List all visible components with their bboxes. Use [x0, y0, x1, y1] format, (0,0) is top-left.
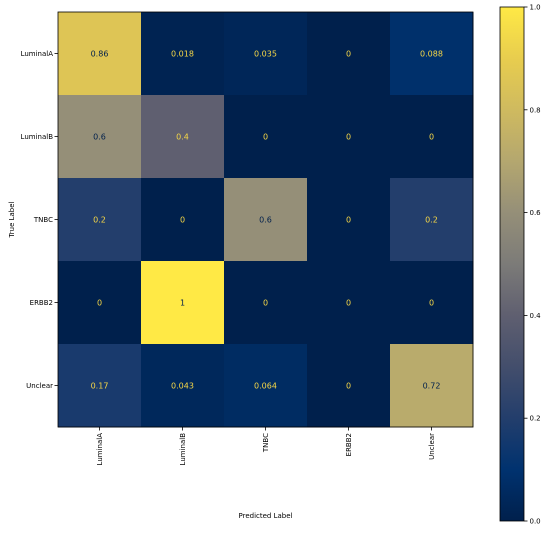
heatmap-cell	[141, 178, 225, 262]
heatmap-cell	[58, 178, 142, 262]
heatmap-cell	[141, 344, 225, 428]
heatmap-cell	[58, 12, 142, 96]
heatmap-cell	[58, 261, 142, 345]
heatmap-cell	[390, 344, 474, 428]
colorbar-gradient	[499, 6, 525, 522]
cell-value-label: 0.6	[259, 216, 272, 225]
cell-value-label: 0.088	[420, 50, 443, 59]
cell-value-label: 0.17	[91, 382, 109, 391]
colorbar-tick-label: 0.4	[530, 312, 542, 320]
x-axis-ticks: LuminalA LuminalB TNBC ERBB2 Unclear	[96, 427, 436, 465]
heatmap-cell	[224, 12, 308, 96]
cell-value-label: 0	[429, 299, 434, 308]
heatmap-cell	[307, 261, 391, 345]
colorbar-ticks: 0.0 0.2 0.4 0.6 0.8 1.0	[524, 4, 541, 526]
cell-value-label: 0	[263, 133, 268, 142]
cell-value-label: 0	[97, 299, 102, 308]
heatmap-cell	[58, 344, 142, 428]
cell-value-label: 0.2	[93, 216, 106, 225]
cell-value-label: 0.018	[171, 50, 194, 59]
cell-value-label: 0	[180, 216, 185, 225]
heatmap-cell	[224, 178, 308, 262]
cell-value-label: 0.86	[91, 50, 109, 59]
cell-value-label: 1	[180, 299, 185, 308]
heatmap-cell	[307, 95, 391, 179]
heatmap-cells: 0.86 0.018 0.035 0 0.088 0.6 0.4 0 0 0 0.2 0 0.6 0 0.2…	[58, 12, 474, 428]
heatmap-cell	[224, 95, 308, 179]
heatmap-cell	[141, 95, 225, 179]
cell-value-label: 0.72	[423, 382, 441, 391]
cell-value-label: 0	[346, 299, 351, 308]
cell-value-label: 0.043	[171, 382, 194, 391]
heatmap-cell	[390, 178, 474, 262]
heatmap-cell	[390, 95, 474, 179]
cell-value-label: 0.2	[425, 216, 438, 225]
heatmap-cell	[141, 12, 225, 96]
x-tick-label: TNBC	[262, 433, 270, 453]
x-tick-label: Unclear	[428, 433, 436, 460]
cell-value-label: 0	[346, 382, 351, 391]
cell-value-label: 0.035	[254, 50, 277, 59]
heatmap-cell	[224, 261, 308, 345]
colorbar: 0.0 0.2 0.4 0.6 0.8 1.0	[499, 4, 541, 526]
cell-value-label: 0	[263, 299, 268, 308]
y-tick-label: TNBC	[33, 216, 53, 224]
x-axis-label: Predicted Label	[239, 512, 293, 520]
heatmap-cell	[307, 344, 391, 428]
y-axis-label: True Label	[8, 201, 16, 238]
colorbar-tick-label: 0.2	[530, 415, 541, 423]
cell-value-label: 0	[346, 216, 351, 225]
x-tick-label: LuminalB	[179, 433, 187, 466]
y-tick-label: LuminalA	[21, 50, 54, 58]
x-tick-label: ERBB2	[345, 433, 353, 456]
cell-value-label: 0	[346, 133, 351, 142]
y-tick-label: LuminalB	[21, 133, 54, 141]
colorbar-tick-label: 0.8	[530, 106, 541, 114]
heatmap-cell	[224, 344, 308, 428]
colorbar-tick-label: 0.6	[530, 209, 542, 217]
colorbar-tick-label: 1.0	[530, 4, 541, 12]
heatmap-cell	[390, 261, 474, 345]
cell-value-label: 0	[346, 50, 351, 59]
heatmap-cell	[307, 178, 391, 262]
heatmap-cell	[307, 12, 391, 96]
cell-value-label: 0	[429, 133, 434, 142]
y-tick-label: Unclear	[26, 382, 53, 390]
heatmap-cell	[141, 261, 225, 345]
y-axis-ticks: LuminalA LuminalB TNBC ERBB2 Unclear	[21, 50, 58, 390]
heatmap-cell	[390, 12, 474, 96]
y-tick-label: ERBB2	[30, 299, 53, 307]
heatmap-cell	[58, 95, 142, 179]
cell-value-label: 0.6	[93, 133, 106, 142]
cell-value-label: 0.064	[254, 382, 277, 391]
cell-value-label: 0.4	[176, 133, 189, 142]
colorbar-tick-label: 0.0	[530, 518, 541, 526]
x-tick-label: LuminalA	[96, 433, 104, 466]
